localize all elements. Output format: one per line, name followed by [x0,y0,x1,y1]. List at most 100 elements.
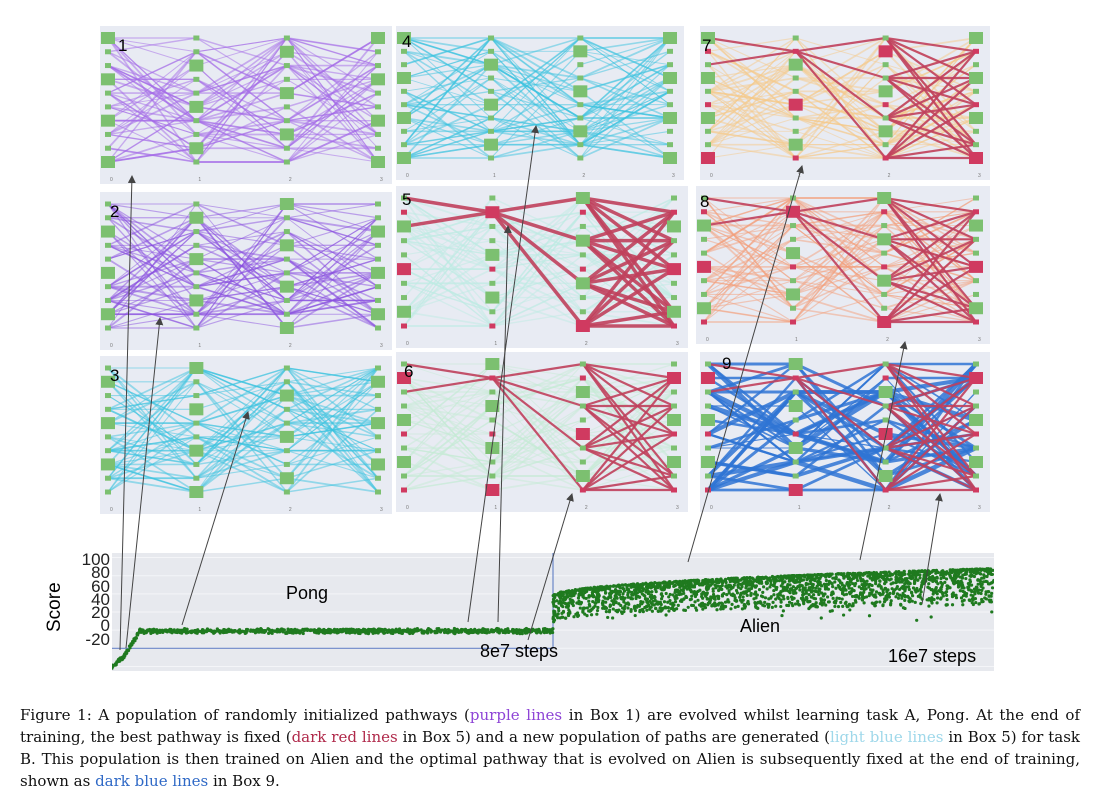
module-node [969,32,983,44]
module-node [705,88,711,94]
module-node [375,434,381,440]
score-point [709,595,714,599]
score-point [608,584,613,588]
module-node [969,112,983,124]
module-node [579,361,586,367]
score-point [990,610,994,614]
panel-label: 5 [402,190,412,209]
fixed-path-line [582,377,675,449]
score-point [701,607,705,611]
score-point [863,582,867,586]
score-point [961,603,965,607]
score-point [974,600,978,605]
score-point [911,586,916,590]
module-node [671,445,677,451]
fixed-path-line [885,103,977,159]
score-point [749,591,753,596]
score-point [645,604,649,608]
module-node [671,431,677,437]
module-node [671,403,677,409]
score-point [852,589,856,593]
score-point [726,598,730,602]
module-node [788,442,803,454]
caption-text: in Box 1) are evolved whilst learning ta… [20,706,1080,746]
score-point [903,598,907,603]
module-node [705,389,711,395]
axis-tick: 3 [978,173,981,179]
score-point [761,595,765,599]
score-point [952,582,956,586]
module-node [671,209,677,215]
score-point [719,605,724,609]
module-node [701,32,715,44]
module-node [701,112,715,124]
score-point [680,599,684,603]
panel-label: 6 [404,362,414,381]
score-point [881,588,885,593]
fixed-path-line [582,377,675,491]
module-node [489,280,496,286]
score-point [819,583,823,587]
score-point [383,627,387,631]
score-point [738,593,743,597]
axis-tick: 3 [676,505,679,511]
score-point [813,573,817,577]
score-point [782,597,786,601]
score-point [980,597,984,602]
module-node [279,472,294,485]
module-node [973,250,979,256]
module-node [489,266,496,272]
module-node [193,475,200,481]
population-paths [107,36,379,164]
score-point [911,594,915,598]
score-point [910,576,914,580]
module-node [371,73,385,86]
module-node [105,393,111,399]
score-point [737,582,741,586]
score-point [814,586,818,590]
module-node [577,115,584,121]
caption-highlight-darkred: dark red lines [291,728,398,746]
score-point [394,628,398,632]
module-node [792,35,799,41]
score-point [857,596,861,600]
fixed-path-line [403,362,493,380]
score-point [402,628,406,632]
module-node [375,49,381,55]
score-point [791,585,795,589]
module-node [790,278,797,284]
score-point [894,570,898,574]
fixed-path-line [582,376,675,408]
score-point [729,607,733,611]
score-point [471,628,475,633]
score-point [735,591,740,595]
axis-tick: 2 [585,505,588,511]
score-point [181,629,185,634]
module-node [882,155,889,161]
score-point [772,593,776,597]
score-point [746,599,750,604]
module-node [973,62,979,68]
score-point [597,594,601,599]
score-point [452,626,457,631]
module-node [575,320,590,332]
score-point [918,576,922,580]
score-point [257,630,261,634]
fixed-path-line [491,377,584,491]
score-point [796,584,800,589]
score-point [618,586,622,590]
score-point [848,592,852,596]
score-point [910,570,914,575]
score-point [288,630,292,635]
score-point [135,631,140,636]
module-node [193,49,200,55]
score-point [918,587,922,592]
score-point [571,603,575,608]
score-point [867,571,871,575]
score-point [608,592,612,597]
score-point [757,588,762,592]
score-point [636,594,640,599]
score-point [960,599,965,603]
score-point [804,595,809,599]
pathway-line [403,37,671,119]
